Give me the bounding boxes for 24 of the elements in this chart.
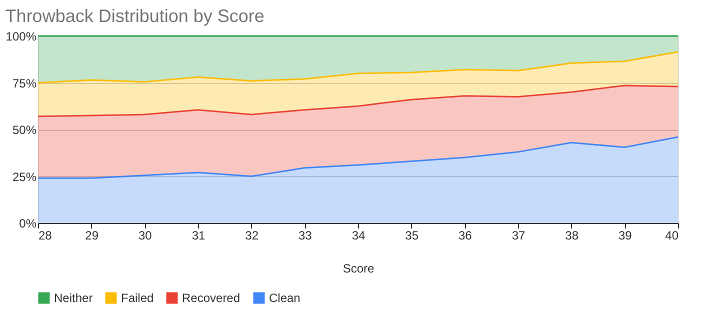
y-tick-label: 75% [12,76,37,90]
y-tick-label: 50% [12,123,37,137]
x-tick-label: 34 [352,228,366,242]
x-tick-label: 33 [298,228,312,242]
x-tick-label: 40 [665,228,679,242]
x-tick-label: 28 [38,228,52,242]
legend-label: Recovered [182,291,240,305]
x-tick-label: 39 [618,228,632,242]
legend-label: Failed [121,291,154,305]
legend-label: Clean [269,291,300,305]
x-tick-label: 29 [85,228,99,242]
y-tick-label: 25% [12,170,37,184]
x-tick-label: 36 [458,228,472,242]
y-tick-label: 0% [19,216,37,230]
x-tick-label: 32 [245,228,259,242]
x-axis-title: Score [342,262,374,276]
y-tick-label: 100% [6,30,37,44]
x-tick-label: 37 [512,228,526,242]
x-tick-label: 30 [138,228,152,242]
x-tick-label: 38 [565,228,579,242]
legend-label: Neither [54,291,93,305]
chart-title: Throwback Distribution by Score [5,6,264,26]
x-tick-label: 31 [192,228,206,242]
x-tick-label: 35 [405,228,419,242]
